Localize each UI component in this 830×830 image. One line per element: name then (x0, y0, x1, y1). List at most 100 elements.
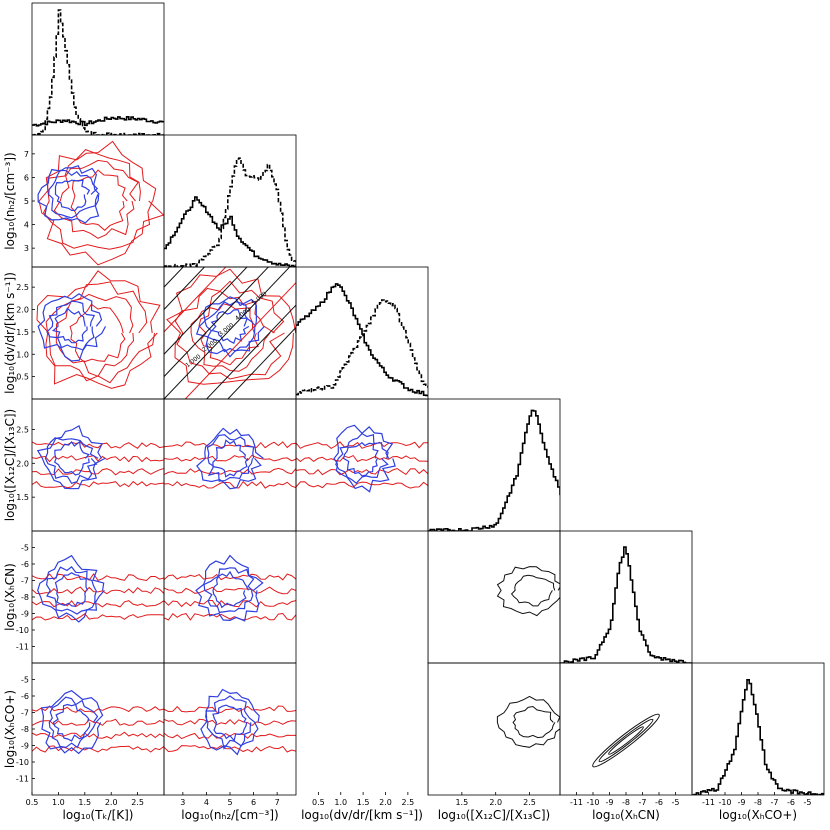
contour-black (608, 726, 644, 755)
contour-blue (195, 296, 265, 358)
x-tick-label: 1.0 (334, 798, 347, 807)
panel-ratio-ratio (427, 398, 561, 532)
y-tick-label: -8 (21, 593, 29, 602)
x-axis-label: log₁₀([X₁₂C]/[X₁₃C]) (438, 808, 551, 822)
y-tick-label: 2.0 (16, 306, 29, 315)
contour-red (164, 467, 296, 475)
x-tick-label: 6 (251, 798, 256, 807)
x-tick-label: 7 (275, 798, 280, 807)
contour-red (296, 441, 428, 450)
y-axis-label: log₁₀([X₁₂C]/[X₁₃C]) (3, 409, 17, 522)
x-tick-label: 2.0 (379, 798, 392, 807)
histogram-solid-XHCO (692, 679, 824, 795)
contour-line (164, 267, 227, 333)
x-tick-label: -7 (639, 798, 647, 807)
panel-frame (427, 662, 561, 796)
panel-content (592, 713, 660, 768)
contour-red (164, 454, 296, 462)
x-tick-label: 1.5 (455, 798, 468, 807)
x-tick-label: -10 (718, 798, 731, 807)
panel-ratio-XHCN (296, 530, 561, 664)
contour-blue (210, 309, 250, 344)
y-tick-label: -6 (21, 692, 29, 701)
contour-blue (203, 567, 255, 614)
y-tick-label: 5 (24, 197, 29, 206)
y-tick-label: -10 (16, 626, 29, 635)
contour-red (164, 573, 296, 581)
contour-line (164, 267, 206, 310)
contour-red (296, 614, 428, 620)
y-tick-label: -5 (21, 544, 29, 553)
contour-blue (36, 425, 106, 490)
contour-red (190, 290, 275, 372)
histogram-solid-ratio (428, 409, 560, 531)
panel-content (296, 663, 560, 795)
x-tick-label: 2.5 (131, 798, 144, 807)
panel-frame (427, 530, 561, 664)
contour-blue (206, 434, 255, 482)
contour-red (296, 587, 428, 593)
contour-red (164, 441, 296, 449)
contour-red (32, 480, 164, 489)
panel-content (296, 531, 560, 663)
contour-diagonal (592, 713, 660, 768)
panel-content (296, 283, 428, 397)
contour-blue (54, 179, 91, 212)
contour-line (205, 304, 296, 399)
contour-red (38, 140, 164, 266)
contour-red (296, 467, 428, 476)
contour-red (32, 455, 164, 463)
contour-blue (337, 697, 384, 748)
y-tick-label: -8 (21, 725, 29, 734)
y-tick-label: 7 (24, 150, 29, 159)
panel-content (32, 554, 164, 623)
x-tick-label: 2.0 (105, 798, 118, 807)
contour-red (164, 612, 296, 621)
x-tick-label: -8 (622, 798, 630, 807)
contour-blue (337, 565, 389, 613)
x-tick-label: 1.0 (52, 798, 65, 807)
x-tick-label: -5 (804, 798, 812, 807)
contour-label: 3.000 (217, 322, 235, 338)
contour-red (32, 441, 164, 449)
panel-content (296, 424, 428, 493)
panel-frame (163, 134, 297, 268)
x-axis-label: log₁₀(XₕCO+) (719, 808, 797, 822)
panel-frame (163, 662, 297, 796)
contour-red (164, 599, 296, 608)
x-tick-label: -7 (771, 798, 779, 807)
y-tick-label: 0.5 (16, 373, 29, 382)
panel-Tk-ratio (31, 398, 165, 532)
contour-blue (204, 301, 257, 353)
contour-blue (333, 424, 396, 493)
contour-label: 5.000 (250, 290, 268, 306)
x-tick-label: 3 (180, 798, 185, 807)
panel-frame (428, 531, 429, 663)
contour-red (296, 746, 428, 753)
x-tick-label: -6 (787, 798, 795, 807)
contour-blue (212, 439, 249, 478)
y-tick-label: 2.5 (16, 425, 29, 434)
contour-red (296, 732, 428, 738)
contour-red (164, 480, 296, 489)
contour-red (32, 613, 164, 621)
contour-blue (37, 293, 107, 362)
y-tick-label: 4 (24, 221, 29, 230)
contour-line (164, 267, 291, 399)
panel-frame (691, 662, 825, 796)
panel-content (36, 270, 161, 389)
y-axis-label: log₁₀(nₕ₂/[cm⁻³]) (3, 152, 17, 249)
contour-red (32, 705, 164, 713)
contour-blue (45, 566, 98, 615)
contour-red (296, 574, 428, 580)
x-tick-label: -10 (586, 798, 599, 807)
panel-content (560, 546, 692, 663)
x-tick-label: -11 (570, 798, 583, 807)
x-tick-label: 0.5 (26, 798, 39, 807)
panel-content (32, 9, 164, 135)
contour-blue (46, 300, 96, 351)
y-tick-label: -9 (21, 610, 29, 619)
contour-black (598, 718, 654, 763)
contour-line (164, 267, 270, 377)
